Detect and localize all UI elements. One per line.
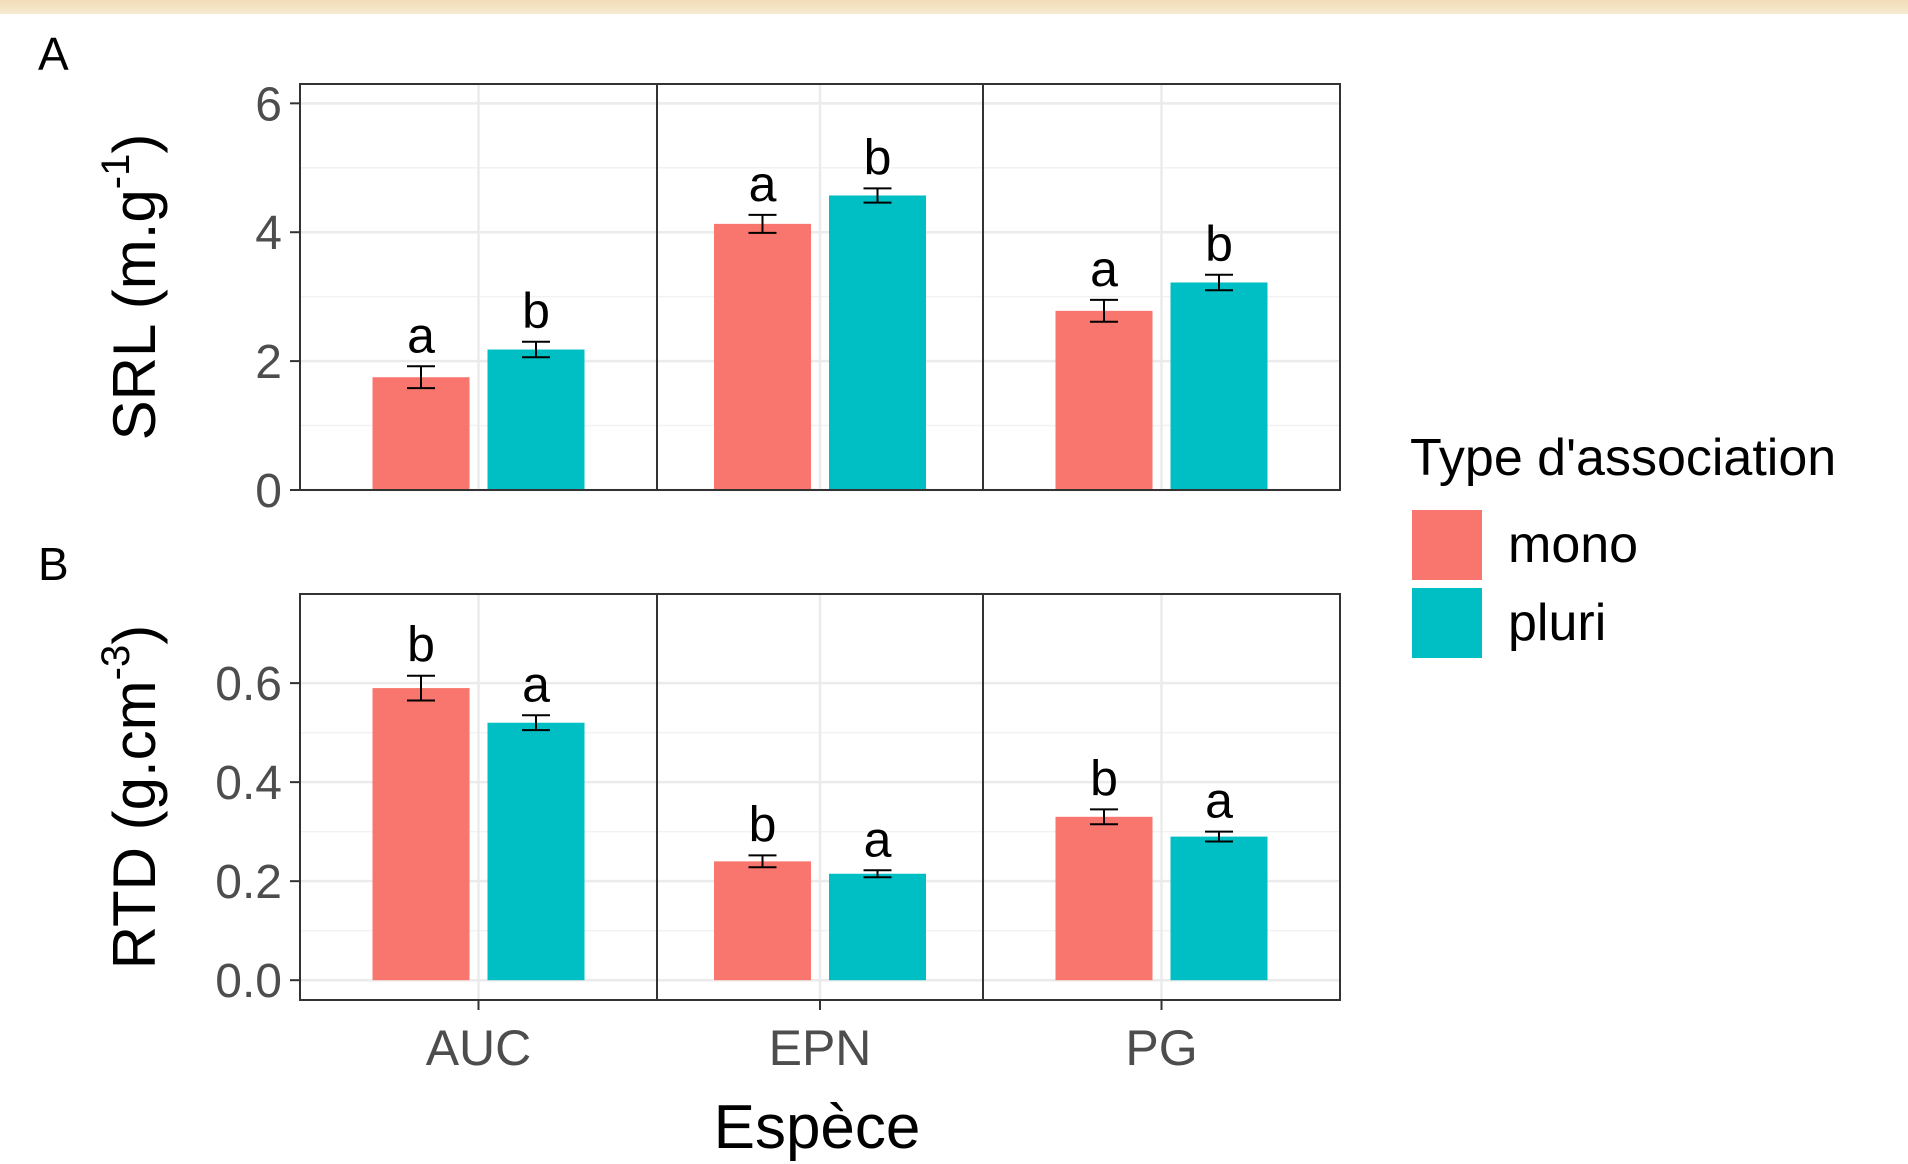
bar-mono (714, 861, 811, 981)
bar-mono (372, 688, 470, 981)
bar-pluri (1170, 836, 1268, 981)
y-tick-label: 0.6 (215, 658, 282, 711)
bar-mono (372, 377, 470, 490)
y-axis-title-close: ) (101, 134, 168, 154)
significance-letter: b (407, 617, 435, 673)
panel-tag: B (38, 538, 69, 590)
legend-title: Type d'association (1410, 429, 1836, 487)
significance-letter: a (522, 656, 550, 712)
y-axis-title-main: RTD (g.cm (101, 680, 168, 969)
x-tick-label: PG (1125, 1020, 1197, 1076)
legend-label: mono (1508, 516, 1638, 574)
top-decorative-strip (0, 0, 1908, 14)
bar-mono (1055, 816, 1153, 981)
panel-b: b a b a b a 0.0 0.2 0.4 0.6 B RTD (g.cm-3) (38, 538, 1341, 1008)
y-axis-title-main: SRL (m.g (101, 189, 168, 440)
bar-pluri (487, 722, 585, 981)
y-tick-label: 6 (255, 78, 282, 131)
bar-mono (1055, 310, 1153, 490)
significance-letter: a (407, 307, 435, 363)
significance-letter: b (864, 129, 892, 185)
significance-letter: b (1090, 750, 1118, 806)
panel-tag: A (38, 28, 69, 80)
y-axis-title-superscript: -1 (94, 154, 138, 190)
y-tick-label: 0 (255, 465, 282, 518)
y-axis-title-close: ) (101, 625, 168, 645)
legend: Type d'association mono pluri (1410, 429, 1836, 658)
bar-pluri (487, 349, 585, 490)
legend-key-pluri (1412, 588, 1482, 658)
y-axis-title-superscript: -3 (94, 645, 138, 681)
x-axis: AUC EPN PG (426, 1000, 1198, 1076)
significance-letter: b (749, 796, 777, 852)
y-tick-label: 4 (255, 207, 282, 260)
legend-label: pluri (1508, 594, 1606, 652)
significance-letter: b (522, 283, 550, 339)
y-tick-label: 0.0 (215, 955, 282, 1008)
significance-letter: b (1205, 216, 1233, 272)
x-axis-title: Espèce (714, 1093, 921, 1162)
x-tick-label: EPN (769, 1020, 872, 1076)
y-tick-label: 2 (255, 336, 282, 389)
y-axis-title: RTD (g.cm-3) (94, 625, 168, 969)
x-tick-label: AUC (426, 1020, 532, 1076)
significance-letter: a (1090, 241, 1118, 297)
bar-mono (714, 223, 811, 490)
bar-pluri (829, 195, 926, 490)
significance-letter: a (749, 156, 777, 212)
legend-key-mono (1412, 510, 1482, 580)
bar-pluri (829, 873, 926, 981)
panel-border (299, 83, 1341, 491)
bar-pluri (1170, 282, 1268, 490)
y-tick-label: 0.2 (215, 856, 282, 909)
significance-letter: a (864, 811, 892, 867)
panel-a: a b a b a b 0 2 4 6 A SRL (m.g-1) (38, 28, 1341, 518)
y-axis-title: SRL (m.g-1) (94, 134, 168, 441)
significance-letter: a (1205, 773, 1233, 829)
y-tick-label: 0.4 (215, 757, 282, 810)
